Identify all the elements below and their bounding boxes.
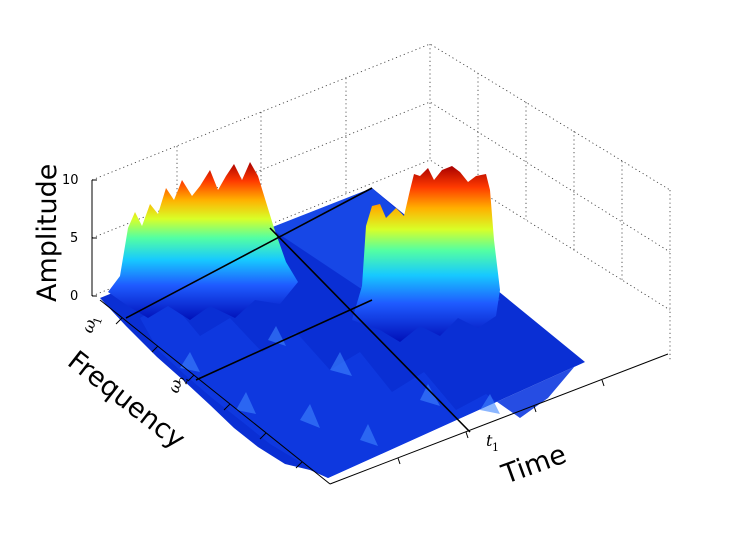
- z-tick-label: 0: [70, 289, 78, 304]
- t1-label: t 1: [486, 431, 499, 454]
- svg-text:t: t: [486, 431, 493, 450]
- z-tick-label: 5: [70, 231, 78, 246]
- surface-noise: [140, 300, 585, 478]
- marker-lines: [125, 187, 471, 433]
- svg-text:1: 1: [492, 441, 499, 454]
- svg-text:ω: ω: [164, 377, 186, 395]
- svg-text:ω: ω: [78, 317, 100, 335]
- omega1-marker-line: [125, 187, 373, 319]
- svg-text:2: 2: [177, 375, 192, 386]
- surface-body: [100, 162, 585, 478]
- omega2-marker-line: [195, 299, 373, 381]
- z-axis-title: Amplitude: [32, 164, 63, 302]
- peak-omega2: [352, 166, 500, 342]
- z-tick-label: 10: [62, 173, 79, 188]
- time-axis-line: [329, 353, 669, 485]
- front-axes: [91, 179, 669, 485]
- time-axis-title: Time: [497, 439, 571, 491]
- t1-marker-line: [269, 227, 471, 433]
- omega2-label: ω 2: [164, 375, 192, 395]
- omega1-label: ω 1: [78, 315, 106, 335]
- peak-omega1: [108, 162, 298, 320]
- svg-text:1: 1: [91, 315, 106, 326]
- frequency-axis-line: [99, 299, 331, 485]
